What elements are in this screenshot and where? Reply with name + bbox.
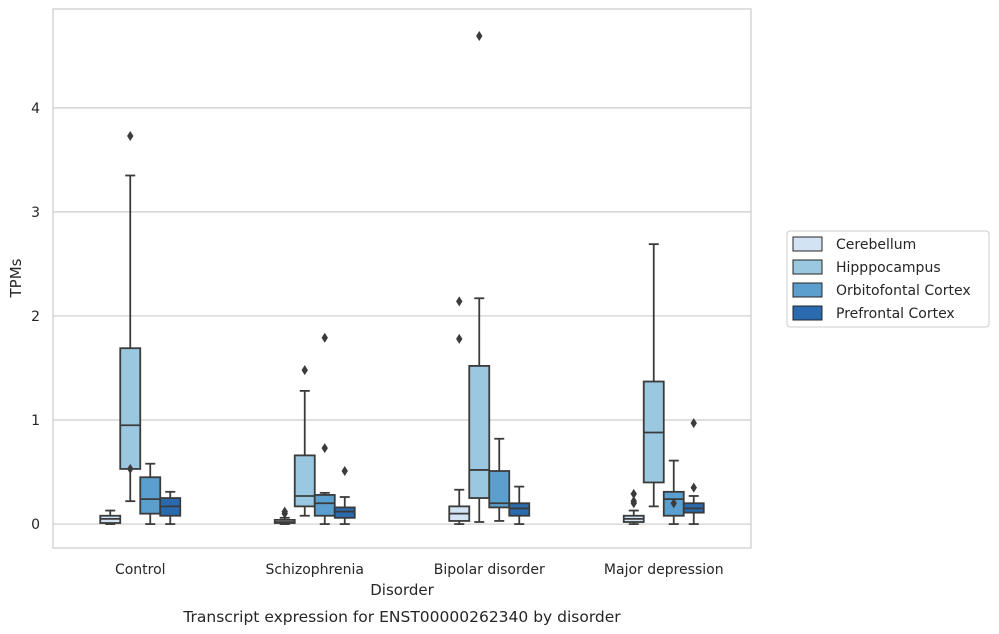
outlier-point [630, 488, 637, 499]
legend-swatch [792, 236, 823, 252]
legend-swatch [792, 282, 823, 298]
box-body [468, 365, 491, 499]
box-1-0 [119, 130, 142, 503]
box-body [139, 476, 162, 515]
box-body [293, 454, 316, 508]
outlier-point [127, 130, 134, 141]
box-3-3 [682, 418, 705, 525]
outlier-point [456, 333, 463, 344]
plot-background [53, 9, 751, 548]
box-1-1 [293, 365, 316, 517]
y-tick-label: 2 [31, 309, 40, 325]
box-2-0 [139, 462, 162, 525]
outlier-point [127, 463, 134, 474]
outlier-point [456, 296, 463, 307]
y-tick-label: 4 [31, 101, 40, 117]
box-layer [99, 31, 705, 525]
y-tick-label: 1 [31, 413, 40, 429]
box-0-3 [622, 488, 645, 525]
box-1-3 [642, 243, 665, 508]
outlier-point [630, 496, 637, 507]
box-0-1 [273, 506, 296, 525]
plot-frame [52, 8, 752, 549]
legend-label: Hipppocampus [836, 260, 941, 276]
chart-caption: Transcript expression for ENST0000026234… [182, 608, 621, 626]
outlier-point [690, 418, 697, 429]
outlier-point [321, 443, 328, 454]
y-tick-label: 0 [31, 517, 40, 533]
outlier-point [670, 498, 677, 509]
box-body [333, 506, 356, 519]
x-axis-label: Disorder [370, 581, 434, 599]
legend-frame [786, 230, 990, 328]
box-3-0 [159, 490, 182, 525]
x-tick-label: Control [115, 562, 166, 578]
x-tick-label: Schizophrenia [266, 562, 364, 578]
legend-label: Prefrontal Cortex [836, 306, 955, 322]
box-2-1 [313, 332, 336, 525]
x-tick-label: Bipolar disorder [434, 562, 545, 578]
legend-label: Orbitofontal Cortex [836, 283, 971, 299]
outlier-point [476, 31, 483, 42]
box-body [508, 502, 531, 517]
box-0-2 [448, 296, 471, 525]
outlier-point [321, 332, 328, 343]
box-body [119, 347, 142, 470]
legend: Cerebellum Hipppocampus Orbitofontal Corte… [786, 230, 990, 328]
legend-label: Cerebellum [836, 237, 916, 253]
box-3-2 [508, 485, 531, 525]
box-0-0 [99, 509, 122, 525]
outlier-point [341, 466, 348, 476]
legend-swatch [792, 305, 823, 321]
box-3-1 [333, 466, 356, 525]
x-tick-label: Major depression [604, 562, 724, 578]
y-tick-labels: 0 1 2 3 4 [31, 101, 40, 533]
box-body [488, 470, 511, 509]
outlier-point [690, 482, 697, 493]
outlier-point [301, 365, 308, 376]
y-tick-label: 3 [31, 205, 40, 221]
box-1-2 [468, 31, 491, 523]
outlier-point [281, 506, 288, 517]
legend-swatch [792, 259, 823, 275]
x-tick-labels: Control Schizophrenia Bipolar disorder Majo… [115, 562, 724, 578]
box-2-2 [488, 437, 511, 522]
y-axis-label: TPMs [7, 258, 25, 298]
box-body [313, 494, 336, 517]
